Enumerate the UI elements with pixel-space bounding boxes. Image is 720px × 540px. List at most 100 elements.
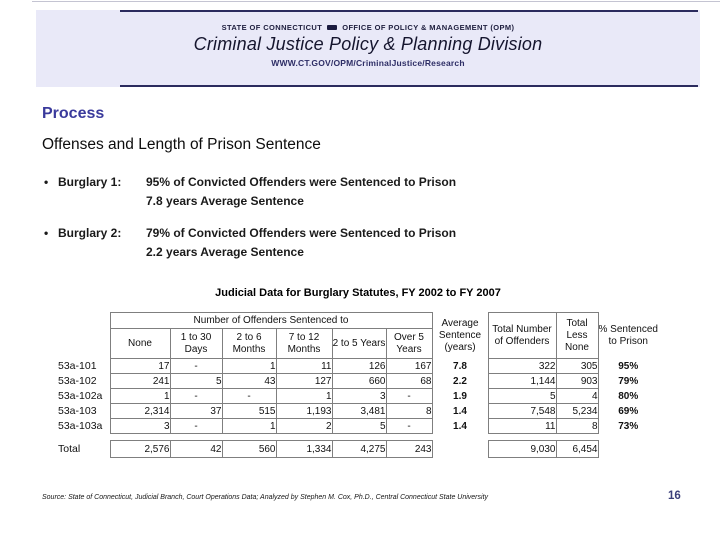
bullet-description: 79% of Convicted Offenders were Sentence… bbox=[146, 224, 456, 262]
bullet-item: • Burglary 1: 95% of Convicted Offenders w… bbox=[44, 173, 456, 211]
pct-to-prison-cell: 80% bbox=[618, 390, 639, 402]
bullet-marker: • bbox=[44, 226, 49, 240]
org-name-right: OFFICE OF POLICY & MANAGEMENT (OPM) bbox=[342, 23, 515, 32]
table-gap-row bbox=[58, 434, 658, 441]
statute-data-row: 53a-101 17-1 11 126 167 7.8 322 305 95% bbox=[58, 358, 658, 374]
bullet-line-2: 2.2 years Average Sentence bbox=[146, 245, 304, 259]
ct-flag-icon bbox=[327, 25, 338, 30]
offender-count-cell: 8 bbox=[385, 403, 433, 419]
bullet-item: • Burglary 2: 79% of Convicted Offenders w… bbox=[44, 224, 456, 262]
avg-sentence-cell: 1.4 bbox=[453, 405, 467, 417]
offender-count-cell: - bbox=[169, 418, 223, 434]
statute-row-label: 53a-103a bbox=[58, 420, 103, 432]
page-number: 16 bbox=[668, 490, 681, 502]
division-title: Criminal Justice Policy & Planning Divis… bbox=[193, 34, 543, 54]
avg-sentence-cell: 7.8 bbox=[453, 360, 467, 372]
pct-to-prison-cell: 73% bbox=[618, 420, 639, 432]
source-note: Source: State of Connecticut, Judicial B… bbox=[42, 494, 489, 501]
table-header-row-2: None 1 to 30 Days 2 to 6 Months 7 to 12 Mon… bbox=[58, 328, 658, 359]
org-name-left: STATE OF CONNECTICUT bbox=[221, 23, 323, 32]
offender-count-cell: 3,481 bbox=[331, 403, 387, 419]
offender-count-cell: 42 bbox=[169, 440, 223, 458]
statute-data-row: 53a-102 241 5 43 127 660 68 2.2 1,144 903 79% bbox=[58, 373, 658, 389]
table-title: Judicial Data for Burglary Statutes, FY … bbox=[215, 287, 501, 299]
offender-count-cell: 126 bbox=[331, 358, 387, 374]
avg-sentence-cell: 1.9 bbox=[453, 390, 467, 402]
offender-count-cell: - bbox=[221, 388, 277, 404]
total-less-none-header: Total Less None bbox=[555, 312, 599, 359]
judicial-table: Number of Offenders Sentenced to Average … bbox=[58, 312, 658, 458]
duration-column-header: None bbox=[109, 328, 171, 359]
bullet-list: • Burglary 1: 95% of Convicted Offenders w… bbox=[44, 173, 456, 275]
org-line: STATE OF CONNECTICUT OFFICE OF POLICY & … bbox=[36, 23, 700, 32]
offender-count-cell: 241 bbox=[109, 373, 171, 389]
bullet-line-1: 95% of Convicted Offenders were Sentence… bbox=[146, 175, 457, 189]
statute-data-row: 53a-103a 3-1 2 5-1.4 11 8 73% bbox=[58, 418, 658, 434]
offender-count-cell: 68 bbox=[385, 373, 433, 389]
offender-count-cell: 4,275 bbox=[331, 440, 387, 458]
total-offenders-cell: 1,144 bbox=[487, 373, 557, 389]
bullet-label: Burglary 2: bbox=[58, 226, 122, 240]
total-offenders-cell: 11 bbox=[487, 418, 557, 434]
offender-count-cell: 5 bbox=[331, 418, 387, 434]
duration-column-header: 2 to 6 Months bbox=[221, 328, 277, 359]
offender-count-cell: 243 bbox=[385, 440, 433, 458]
duration-column-header: 7 to 12 Months bbox=[275, 328, 333, 359]
group-header-cell: Number of Offenders Sentenced to bbox=[109, 312, 433, 329]
statute-row-label: Total bbox=[58, 443, 81, 455]
offender-count-cell: 2,576 bbox=[109, 440, 171, 458]
avg-sentence-cell bbox=[432, 441, 488, 458]
bullet-label: Burglary 1: bbox=[58, 175, 122, 189]
bullet-description: 95% of Convicted Offenders were Sentence… bbox=[146, 173, 456, 211]
pct-to-prison-cell: 69% bbox=[618, 405, 639, 417]
statute-data-row: 53a-103 2,314 37 515 1,193 3,481 8 1.4 7,548 5,23… bbox=[58, 403, 658, 419]
total-less-none-cell: 903 bbox=[555, 373, 599, 389]
duration-column-header: 1 to 30 Days bbox=[169, 328, 223, 359]
offender-count-cell: 5 bbox=[169, 373, 223, 389]
offender-count-cell: 127 bbox=[275, 373, 333, 389]
offender-count-cell: 1,334 bbox=[275, 440, 333, 458]
offender-count-cell: 1 bbox=[275, 388, 333, 404]
total-offenders-cell: 9,030 bbox=[487, 440, 557, 458]
offender-count-cell: 1 bbox=[109, 388, 171, 404]
offender-count-cell: 2,314 bbox=[109, 403, 171, 419]
section-subheading: Offenses and Length of Prison Sentence bbox=[42, 136, 321, 153]
total-offenders-cell: 5 bbox=[487, 388, 557, 404]
total-offenders-header: Total Number of Offenders bbox=[487, 312, 557, 359]
offender-count-cell: 3 bbox=[331, 388, 387, 404]
offender-count-cell: - bbox=[385, 388, 433, 404]
offender-count-cell: 1 bbox=[221, 418, 277, 434]
total-less-none-cell: 6,454 bbox=[555, 440, 599, 458]
offender-count-cell: 515 bbox=[221, 403, 277, 419]
pct-to-prison-cell: 95% bbox=[618, 360, 639, 372]
total-offenders-cell: 7,548 bbox=[487, 403, 557, 419]
pct-to-prison-cell bbox=[598, 441, 658, 458]
header-band: STATE OF CONNECTICUT OFFICE OF POLICY & … bbox=[36, 10, 700, 87]
pct-to-prison-cell: 79% bbox=[618, 375, 639, 387]
header-bottom-rule bbox=[120, 85, 698, 87]
bullet-line-2: 7.8 years Average Sentence bbox=[146, 194, 304, 208]
statute-row-label: 53a-102 bbox=[58, 375, 97, 387]
offender-count-cell: 3 bbox=[109, 418, 171, 434]
statute-column-spacer bbox=[58, 313, 110, 359]
header-top-rule bbox=[120, 10, 698, 12]
total-less-none-cell: 5,234 bbox=[555, 403, 599, 419]
duration-column-header: 2 to 5 Years bbox=[331, 328, 387, 359]
offender-count-cell: 560 bbox=[221, 440, 277, 458]
offender-count-cell: 1,193 bbox=[275, 403, 333, 419]
avg-sentence-cell: 2.2 bbox=[453, 375, 467, 387]
offender-count-cell: 37 bbox=[169, 403, 223, 419]
offender-count-cell: 43 bbox=[221, 373, 277, 389]
bullet-marker: • bbox=[44, 175, 49, 189]
offender-count-cell: - bbox=[169, 358, 223, 374]
statute-row-label: 53a-103 bbox=[58, 405, 97, 417]
duration-column-header: Over 5 Years bbox=[385, 328, 433, 359]
offender-count-cell: 1 bbox=[221, 358, 277, 374]
offender-count-cell: - bbox=[169, 388, 223, 404]
offender-count-cell: 167 bbox=[385, 358, 433, 374]
total-less-none-cell: 4 bbox=[555, 388, 599, 404]
statute-data-row: 53a-102a 1- -1 3-1.9 5 4 80% bbox=[58, 388, 658, 404]
table-header-row-1: Number of Offenders Sentenced to Average … bbox=[58, 312, 658, 359]
offender-count-cell: 660 bbox=[331, 373, 387, 389]
